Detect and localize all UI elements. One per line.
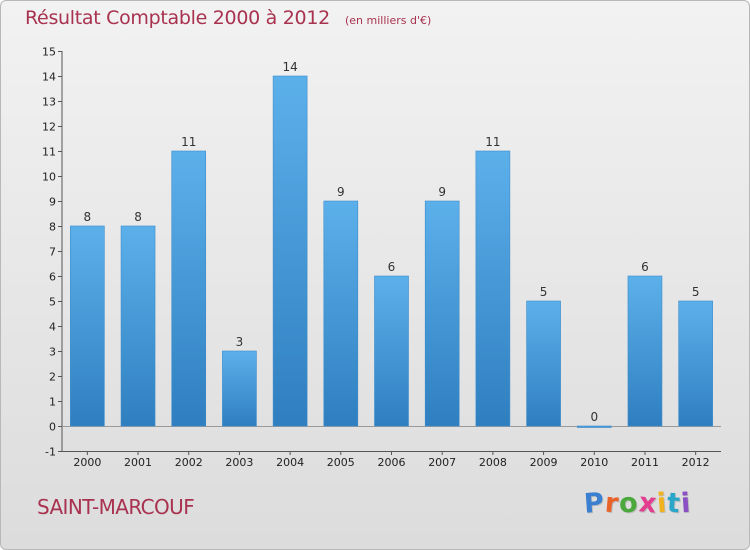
y-tick-label: 1 (49, 396, 56, 409)
y-tick-label: 8 (49, 221, 56, 234)
bar-2003 (222, 350, 257, 427)
x-tick-label-2010: 2010 (580, 456, 608, 469)
data-label-2007: 9 (438, 185, 446, 199)
y-tick-label: 4 (49, 321, 56, 334)
data-label-2011: 6 (641, 260, 649, 274)
bar-2012 (678, 300, 713, 427)
bar-2007 (424, 200, 460, 427)
y-tick-label: 7 (49, 246, 56, 259)
data-label-2005: 9 (337, 185, 345, 199)
chart-subtitle: (en milliers d'€) (344, 14, 432, 27)
x-tick-label-2006: 2006 (378, 456, 406, 469)
bar-2002 (171, 150, 207, 427)
logo-letter: P (582, 487, 606, 520)
bar-2010 (576, 425, 612, 428)
bar-2009 (526, 300, 561, 427)
bar-2005 (323, 200, 359, 427)
bar-2006 (374, 275, 409, 427)
y-tick-label: 0 (49, 421, 56, 434)
proxiti-logo: Proxiti (582, 487, 693, 520)
x-tick-label-2002: 2002 (175, 456, 203, 469)
y-tick-label: 13 (42, 96, 56, 109)
logo-letter: i (680, 487, 693, 520)
data-label-2002: 11 (181, 135, 196, 149)
x-tick-label-2001: 2001 (124, 456, 152, 469)
y-tick-label: 14 (42, 71, 56, 84)
bar-2004 (272, 75, 308, 427)
y-tick-label: 10 (42, 171, 56, 184)
y-tick-label: 5 (49, 296, 56, 309)
x-tick-label-2011: 2011 (631, 456, 659, 469)
y-tick-label: 3 (49, 346, 56, 359)
y-tick-label: 11 (42, 146, 56, 159)
data-label-2006: 6 (388, 260, 396, 274)
bar-2000 (70, 225, 105, 427)
bar-2011 (627, 275, 663, 427)
x-tick-label-2000: 2000 (73, 456, 101, 469)
data-label-2010: 0 (590, 410, 598, 424)
data-label-2000: 8 (84, 210, 92, 224)
x-tick-label-2003: 2003 (225, 456, 253, 469)
y-tick-label: 6 (49, 271, 56, 284)
x-tick-label-2004: 2004 (276, 456, 304, 469)
x-tick-label-2008: 2008 (479, 456, 507, 469)
data-label-2003: 3 (236, 335, 244, 349)
data-label-2001: 8 (134, 210, 142, 224)
y-tick-label: 15 (42, 46, 56, 59)
y-tick-label: 12 (42, 121, 56, 134)
y-tick-label: -1 (45, 446, 56, 459)
data-label-2012: 5 (692, 285, 700, 299)
x-tick-label-2009: 2009 (530, 456, 558, 469)
logo-letter: o (618, 487, 640, 520)
x-tick-label-2007: 2007 (428, 456, 456, 469)
bar-2001 (120, 225, 156, 427)
chart-title-row: Résultat Comptable 2000 à 2012 (en milli… (25, 7, 431, 29)
bar-2008 (475, 150, 511, 427)
data-label-2004: 14 (282, 60, 297, 74)
data-label-2008: 11 (485, 135, 500, 149)
x-tick-label-2005: 2005 (327, 456, 355, 469)
y-tick-label: 9 (49, 196, 56, 209)
chart-title: Résultat Comptable 2000 à 2012 (25, 7, 330, 29)
place-name: SAINT-MARCOUF (37, 495, 195, 519)
y-tick-label: 2 (49, 371, 56, 384)
data-label-2009: 5 (540, 285, 548, 299)
x-tick-label-2012: 2012 (682, 456, 710, 469)
